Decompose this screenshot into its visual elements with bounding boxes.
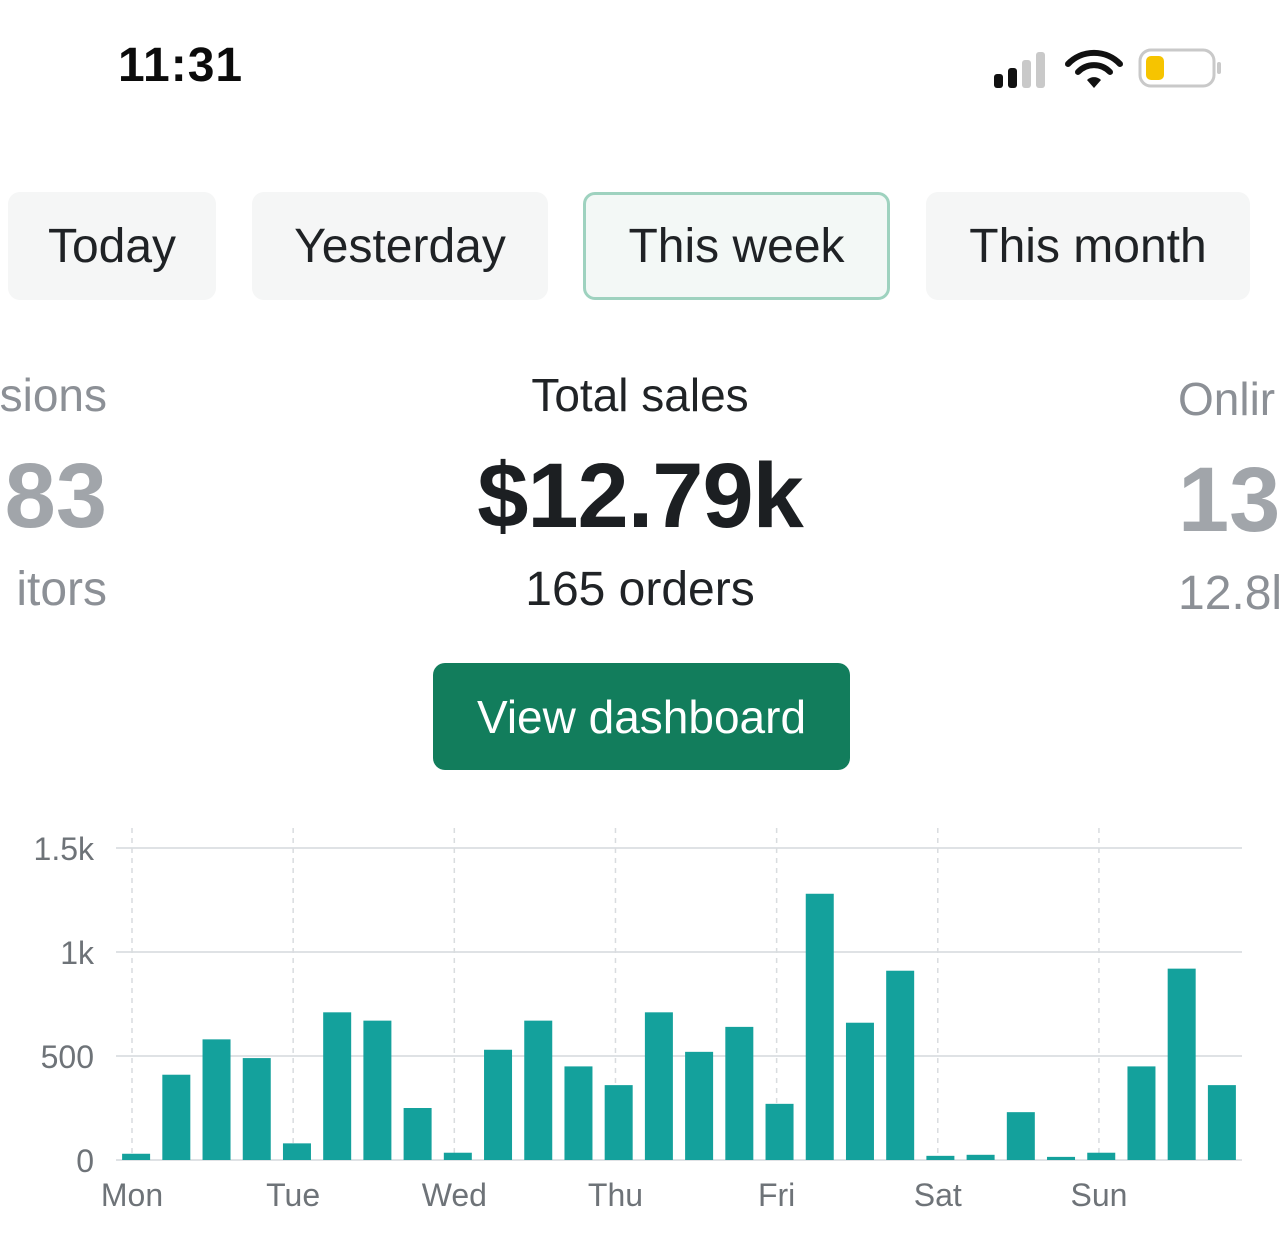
bar (484, 1049, 513, 1160)
bar (725, 1026, 754, 1160)
bar (122, 1153, 151, 1160)
battery-icon (1138, 48, 1221, 88)
bar (564, 1066, 593, 1160)
x-tick-label: Fri (758, 1177, 795, 1213)
bar (443, 1152, 472, 1160)
bar (805, 893, 834, 1160)
sessions-value[interactable]: 83 (4, 445, 107, 547)
sales-bar-chart: 0 500 1k 1.5k Mon Tue Wed Thu Fri Sat Sun (34, 828, 1242, 1213)
bar (1127, 1066, 1156, 1160)
status-icons (994, 48, 1221, 88)
wifi-icon (1065, 49, 1123, 88)
bar (1087, 1152, 1116, 1160)
bar (282, 1143, 311, 1160)
bar (926, 1155, 955, 1160)
online-value[interactable]: 13 (1178, 449, 1280, 551)
x-tick-label: Sun (1070, 1177, 1127, 1213)
bar (644, 1012, 673, 1160)
tab-this-month[interactable]: This month (926, 192, 1250, 300)
bar (966, 1154, 995, 1160)
tab-this-month-label: This month (969, 219, 1207, 273)
tab-this-week[interactable]: This week (583, 192, 890, 300)
view-dashboard-button[interactable]: View dashboard (433, 663, 850, 770)
tab-today[interactable]: Today (8, 192, 216, 300)
bar (845, 1022, 874, 1160)
bar (323, 1012, 352, 1160)
tab-today-label: Today (47, 219, 177, 273)
bar (765, 1103, 794, 1160)
bar (886, 970, 915, 1160)
bar (162, 1074, 191, 1160)
online-label[interactable]: Onlir (1178, 373, 1276, 425)
orders-count: 165 orders (525, 563, 755, 616)
tab-this-week-label: This week (628, 219, 845, 273)
x-tick-label: Wed (422, 1177, 487, 1213)
y-tick-label: 1k (60, 935, 95, 971)
bar (1047, 1156, 1076, 1160)
y-tick-label: 500 (41, 1039, 94, 1075)
total-sales-label: Total sales (531, 369, 749, 421)
total-sales-value: $12.79k (477, 445, 804, 547)
cellular-signal-icon (994, 52, 1045, 88)
tab-yesterday-label: Yesterday (294, 219, 506, 273)
bar (524, 1020, 553, 1160)
bar (1006, 1112, 1035, 1160)
x-tick-label: Tue (266, 1177, 320, 1213)
bar (1167, 968, 1196, 1160)
online-sub[interactable]: 12.8l (1178, 567, 1280, 620)
x-tick-label: Thu (588, 1177, 643, 1213)
bar (403, 1108, 432, 1160)
bar (202, 1039, 231, 1160)
tab-yesterday[interactable]: Yesterday (252, 192, 548, 300)
visitors-label[interactable]: itors (16, 563, 107, 616)
y-tick-label: 0 (76, 1143, 94, 1179)
sessions-label[interactable]: sions (0, 369, 107, 421)
x-tick-label: Mon (101, 1177, 163, 1213)
bar (1207, 1085, 1236, 1160)
x-tick-label: Sat (914, 1177, 962, 1213)
y-tick-label: 1.5k (34, 831, 95, 867)
bar (242, 1058, 271, 1160)
bar (685, 1051, 714, 1160)
bar (604, 1085, 633, 1160)
status-time: 11:31 (118, 39, 244, 92)
bar (363, 1020, 392, 1160)
